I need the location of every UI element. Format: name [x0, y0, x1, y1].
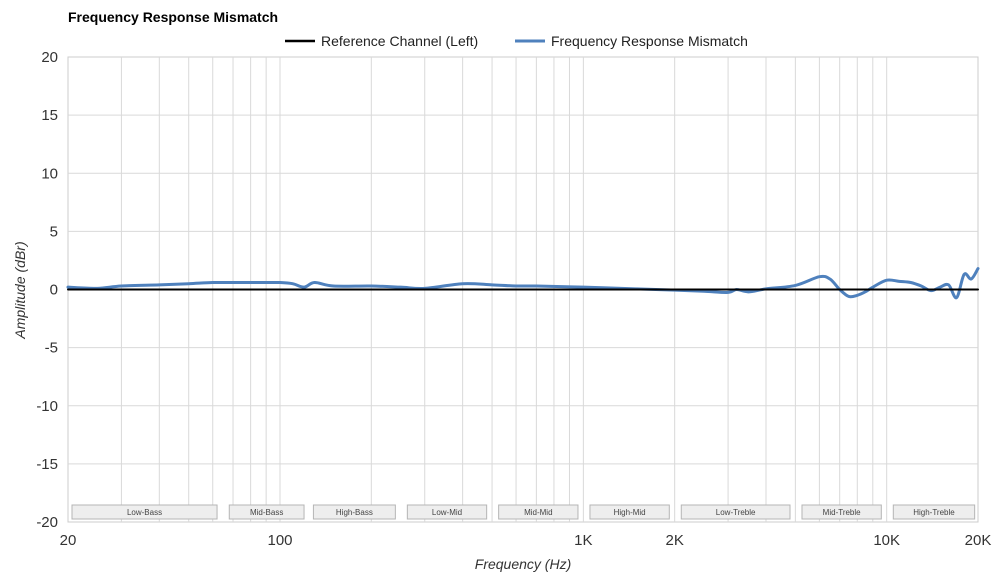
band-box	[71, 504, 218, 520]
band-box	[801, 504, 882, 520]
x-tick-label: 20	[60, 532, 77, 549]
band-high-bass: High-Bass	[312, 504, 396, 520]
band-low-bass: Low-Bass	[71, 504, 218, 520]
y-tick-label: 10	[41, 165, 58, 182]
legend: Reference Channel (Left) Frequency Respo…	[285, 33, 748, 49]
band-mid-mid: Mid-Mid	[498, 504, 579, 520]
y-tick-label: 15	[41, 107, 58, 124]
band-low-treble: Low-Treble	[680, 504, 791, 520]
band-low-mid: Low-Mid	[406, 504, 488, 520]
x-axis-label: Frequency (Hz)	[475, 556, 571, 572]
band-box	[406, 504, 488, 520]
series-line-mismatch	[66, 267, 980, 300]
x-axis-ticks: 20 100 1K 2K 10K 20K	[60, 532, 992, 549]
band-box	[589, 504, 670, 520]
band-label: Low-Bass	[127, 508, 162, 517]
band-label: High-Mid	[614, 508, 646, 517]
y-tick-label: 5	[50, 223, 58, 240]
band-label: Low-Mid	[432, 508, 462, 517]
band-label: Mid-Mid	[524, 508, 552, 517]
x-tick-label: 2K	[665, 532, 683, 549]
band-label: Mid-Treble	[823, 508, 861, 517]
band-label: High-Bass	[336, 508, 373, 517]
band-high-mid: High-Mid	[589, 504, 670, 520]
y-tick-label: -20	[36, 514, 58, 531]
x-tick-label: 10K	[873, 532, 900, 549]
x-tick-label: 1K	[574, 532, 592, 549]
y-axis-label: Amplitude (dBr)	[12, 241, 28, 339]
series-lines	[66, 267, 980, 300]
band-label: High-Treble	[913, 508, 955, 517]
y-tick-label: 20	[41, 49, 58, 66]
y-tick-label: -15	[36, 456, 58, 473]
frequency-bands: Low-Bass Mid-Bass High-Bass Low-Mid Mid-Mid H…	[71, 504, 976, 520]
band-box	[228, 504, 305, 520]
band-mid-bass: Mid-Bass	[228, 504, 305, 520]
legend-label-mismatch: Frequency Response Mismatch	[551, 33, 748, 49]
x-tick-label: 20K	[965, 532, 992, 549]
legend-label-reference: Reference Channel (Left)	[321, 33, 478, 49]
y-tick-label: 0	[50, 282, 58, 299]
band-box	[680, 504, 791, 520]
y-axis-ticks: 20 15 10 5 0 -5 -10 -15 -20	[36, 49, 58, 531]
band-high-treble: High-Treble	[892, 504, 976, 520]
band-box	[498, 504, 579, 520]
x-tick-label: 100	[268, 532, 293, 549]
band-box	[312, 504, 396, 520]
band-mid-treble: Mid-Treble	[801, 504, 882, 520]
band-label: Low-Treble	[716, 508, 756, 517]
band-box	[892, 504, 976, 520]
chart-title: Frequency Response Mismatch	[68, 9, 278, 25]
y-tick-label: -10	[36, 398, 58, 415]
band-label: Mid-Bass	[250, 508, 283, 517]
y-tick-label: -5	[45, 340, 58, 357]
